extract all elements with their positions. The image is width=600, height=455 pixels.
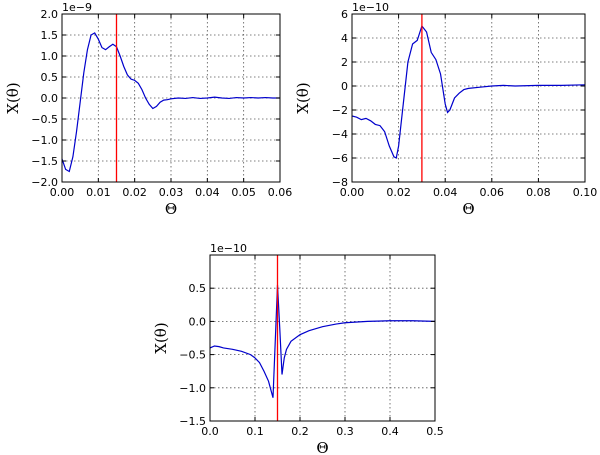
y-axis-label: X(θ) (294, 82, 312, 113)
axis-multiplier: 1e−10 (210, 242, 247, 255)
x-tick-label: 0.0 (201, 425, 219, 438)
y-tick-label: −1.5 (31, 155, 58, 168)
x-tick-label: 0.2 (291, 425, 309, 438)
y-tick-label: 0.0 (41, 92, 59, 105)
series-line (210, 284, 435, 398)
x-axis-label: Θ (165, 200, 177, 218)
x-tick-label: 0.00 (50, 186, 75, 199)
y-tick-label: 1.0 (41, 50, 59, 63)
y-tick-label: −6 (332, 152, 348, 165)
y-tick-label: 1.5 (41, 29, 59, 42)
plot-frame (351, 13, 586, 183)
y-tick-label: −1.5 (179, 415, 206, 428)
x-tick-label: 0.02 (122, 186, 147, 199)
y-tick-label: 4 (341, 32, 348, 45)
x-tick-label: 0.10 (573, 186, 598, 199)
y-tick-label: −2 (332, 104, 348, 117)
x-tick-label: 0.3 (336, 425, 354, 438)
y-tick-label: −1.0 (31, 134, 58, 147)
x-tick-label: 0.04 (433, 186, 458, 199)
x-tick-label: 0.08 (526, 186, 551, 199)
y-axis-label: X(θ) (4, 82, 22, 113)
x-tick-label: 0.03 (159, 186, 184, 199)
x-tick-label: 0.02 (386, 186, 411, 199)
y-tick-label: 0.5 (41, 71, 59, 84)
axis-multiplier: 1e−9 (62, 1, 92, 14)
x-tick-label: 0.00 (340, 186, 365, 199)
series-line (352, 24, 585, 159)
y-tick-label: 2.0 (41, 8, 59, 21)
y-tick-label: 0.5 (189, 282, 207, 295)
y-tick-label: 0 (341, 80, 348, 93)
y-tick-label: −4 (332, 128, 348, 141)
x-tick-label: 0.4 (381, 425, 399, 438)
x-tick-label: 0.05 (231, 186, 256, 199)
x-axis-label: Θ (316, 439, 328, 455)
y-tick-label: 0.0 (189, 315, 207, 328)
y-axis-label: X(θ) (152, 322, 170, 353)
y-tick-label: −2.0 (31, 176, 58, 189)
y-tick-label: −0.5 (31, 113, 58, 126)
y-tick-label: 2 (341, 56, 348, 69)
plot-frame (209, 254, 436, 422)
x-tick-label: 0.1 (246, 425, 264, 438)
x-tick-label: 0.5 (426, 425, 444, 438)
series-line (62, 32, 280, 173)
y-tick-label: 6 (341, 8, 348, 21)
x-tick-label: 0.04 (195, 186, 220, 199)
chart-panel-2: 0.00 0.02 0.04 0.06 0.08 0.10 −8 −6 −4 −2 0 2 4 6 1e−1… (294, 1, 597, 218)
x-tick-label: 0.01 (86, 186, 111, 199)
x-axis-label: Θ (462, 200, 474, 218)
y-tick-label: −8 (332, 176, 348, 189)
chart-panel-3: 0.0 0.1 0.2 0.3 0.4 0.5 −1.5 −1.0 −0.5 0.0 0.5 1e−1… (152, 242, 444, 455)
x-tick-label: 0.06 (268, 186, 293, 199)
y-tick-label: −1.0 (179, 382, 206, 395)
chart-panel-1: 0.00 0.01 0.02 0.03 0.04 0.05 0.06 −2.0 −1.5 −1.0… (4, 1, 292, 218)
y-tick-label: −0.5 (179, 349, 206, 362)
axis-multiplier: 1e−10 (352, 1, 389, 14)
x-tick-label: 0.06 (480, 186, 505, 199)
